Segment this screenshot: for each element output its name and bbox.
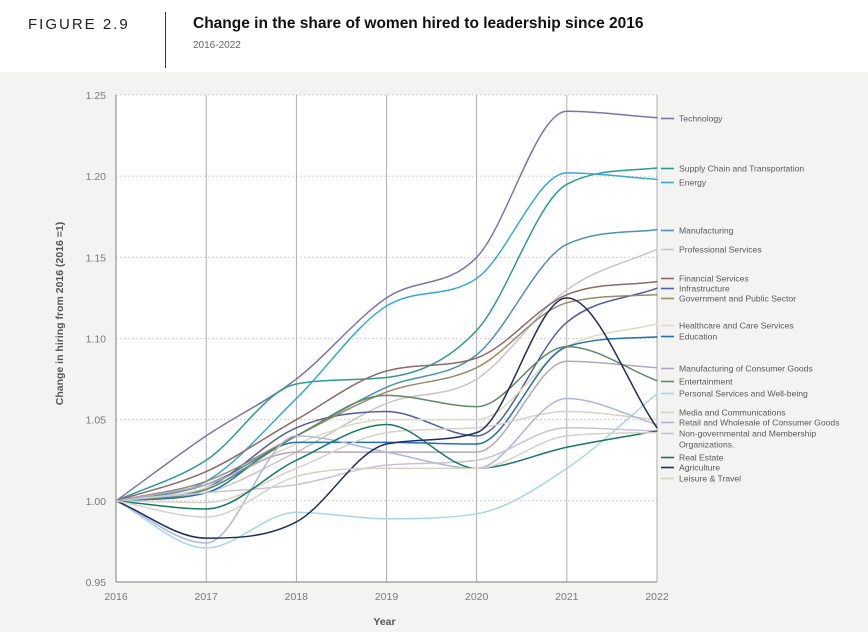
series-line-media-and-communications — [115, 410, 658, 504]
x-tick-label: 2019 — [375, 591, 399, 603]
chart-subtitle: 2016-2022 — [193, 40, 241, 51]
legend-label-personal-services-and-well-being: Personal Services and Well-being — [679, 389, 808, 399]
series-line-technology — [115, 110, 658, 502]
series-line-entertainment — [115, 345, 658, 502]
y-tick-label: 1.25 — [86, 90, 107, 102]
series-line-financial-services — [115, 280, 658, 502]
legend-label-retail-and-wholesale-of-consumer-goods: Retail and Wholesale of Consumer Goods — [679, 418, 840, 428]
figure-header: FIGURE 2.9 Change in the share of women … — [0, 0, 868, 72]
figure-label: FIGURE 2.9 — [28, 16, 130, 33]
legend-label-supply-chain-and-transportation: Supply Chain and Transportation — [679, 164, 804, 174]
legend-label-infrastructure: Infrastructure — [679, 284, 730, 294]
y-tick-label: 0.95 — [86, 577, 107, 589]
y-tick-label: 1.10 — [86, 334, 107, 346]
chart-grid — [116, 94, 658, 582]
x-tick-label: 2022 — [645, 591, 669, 603]
y-tick-label: 1.00 — [86, 496, 107, 508]
legend-label-real-estate: Real Estate — [679, 453, 724, 463]
series-line-non-governmental-and-membership-organizations — [115, 427, 658, 502]
y-tick-label: 1.15 — [86, 252, 107, 264]
header-divider — [165, 12, 166, 68]
series-line-supply-chain-and-transportation — [115, 167, 658, 502]
series-line-agriculture — [115, 297, 658, 539]
legend-label-agriculture: Agriculture — [679, 463, 720, 473]
legend-label-manufacturing-of-consumer-goods: Manufacturing of Consumer Goods — [679, 364, 813, 374]
legend-label-non-governmental-and-membership-organizations: Non-governmental and Membership Organizat… — [679, 429, 816, 450]
x-tick-label: 2021 — [555, 591, 579, 603]
x-tick-label: 2016 — [104, 591, 128, 603]
legend-label-education: Education — [679, 332, 717, 342]
legend-label-media-and-communications: Media and Communications — [679, 408, 786, 418]
series-line-leisure-travel — [115, 431, 658, 518]
series-line-real-estate — [115, 423, 658, 510]
legend-label-entertainment: Entertainment — [679, 377, 733, 387]
y-tick-label: 1.05 — [86, 415, 107, 427]
x-tick-label: 2018 — [285, 591, 309, 603]
legend-label-professional-services: Professional Services — [679, 245, 762, 255]
chart-legend: Technology Supply Chain and Transportatio… — [661, 114, 840, 484]
legend-label-energy: Energy — [679, 178, 707, 188]
series-line-government-and-public-sector — [115, 293, 658, 502]
legend-label-technology: Technology — [679, 114, 723, 124]
legend-label-leisure-travel: Leisure & Travel — [679, 474, 741, 484]
y-axis-title: Change in hiring from 2016 (2016 =1) — [54, 222, 66, 406]
legend-label-healthcare-and-care-services: Healthcare and Care Services — [679, 321, 794, 331]
y-tick-label: 1.20 — [86, 171, 107, 183]
x-tick-label: 2020 — [465, 591, 489, 603]
chart-series-lines — [115, 110, 658, 549]
x-axis-title: Year — [373, 616, 395, 628]
chart-axes: 0.95 1.00 1.05 1.10 1.15 1.20 1.25 2016 2017 2018… — [54, 90, 669, 628]
series-line-personal-services-and-well-being — [115, 392, 658, 549]
series-line-retail-and-wholesale-of-consumer-goods — [115, 397, 658, 544]
legend-label-government-and-public-sector: Government and Public Sector — [679, 294, 796, 304]
legend-label-manufacturing: Manufacturing — [679, 226, 734, 236]
series-line-manufacturing-of-consumer-goods — [115, 360, 658, 502]
legend-label-financial-services: Financial Services — [679, 274, 749, 284]
x-tick-label: 2017 — [194, 591, 218, 603]
chart-title: Change in the share of women hired to le… — [193, 15, 644, 32]
